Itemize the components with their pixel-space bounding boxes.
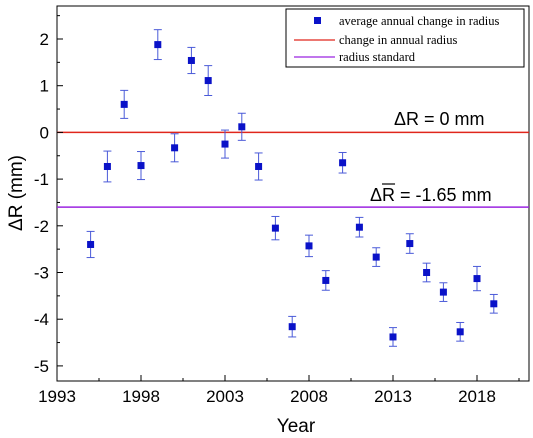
data-point	[423, 269, 431, 276]
x-tick-label: 2013	[374, 387, 412, 406]
svg-text:ΔR = 0 mm: ΔR = 0 mm	[394, 109, 485, 129]
y-tick-label: -3	[34, 264, 49, 283]
annotation-zero: ΔR = 0 mm	[394, 109, 485, 129]
data-point	[204, 77, 212, 85]
data-point	[187, 56, 195, 64]
data-point	[355, 223, 363, 231]
legend-marker-square	[314, 17, 321, 24]
annotation-zero-value: = 0 mm	[419, 109, 485, 129]
data-point	[87, 240, 95, 248]
y-tick-label: -4	[34, 310, 49, 329]
y-tick-label: -1	[34, 170, 49, 189]
data-point	[490, 300, 498, 308]
data-point	[255, 162, 263, 170]
x-tick-label: 1993	[38, 387, 76, 406]
y-tick-label: 1	[40, 77, 49, 96]
data-point	[406, 240, 414, 248]
annotation-mean-symbol: ΔR	[370, 185, 395, 205]
data-point	[305, 242, 313, 250]
x-tick-label: 2008	[290, 387, 328, 406]
x-tick-label: 1998	[122, 387, 160, 406]
annotation-mean: ΔR = -1.65 mm	[370, 183, 492, 205]
data-point	[339, 159, 347, 167]
y-tick-label: -5	[34, 357, 49, 376]
y-tick-label: 2	[40, 30, 49, 49]
y-axis-title: ΔR (mm)	[6, 155, 27, 231]
annotation-zero-symbol: ΔR	[394, 109, 419, 129]
annotation-mean-value: = -1.65 mm	[395, 185, 492, 205]
data-point	[120, 100, 128, 108]
legend-label-change: change in annual radius	[339, 33, 457, 47]
legend-label-average: average annual change in radius	[339, 14, 499, 28]
data-point	[221, 140, 229, 148]
data-point	[103, 162, 111, 170]
data-point	[271, 224, 279, 232]
x-axis-title: Year	[277, 416, 316, 437]
legend: average annual change in radius change i…	[285, 8, 525, 68]
data-point	[137, 162, 145, 170]
data-point	[456, 328, 464, 336]
data-point	[288, 323, 296, 331]
data-point	[473, 275, 481, 283]
data-point	[372, 253, 380, 261]
y-tick-label: -2	[34, 217, 49, 236]
plot-frame	[56, 5, 530, 382]
data-point	[322, 276, 330, 284]
y-tick-label: 0	[40, 123, 49, 142]
data-point	[389, 333, 397, 341]
x-tick-label: 2003	[206, 387, 244, 406]
legend-label-standard: radius standard	[339, 50, 416, 64]
data-point	[238, 123, 246, 131]
data-point	[154, 41, 162, 49]
data-point	[171, 144, 179, 152]
svg-text:ΔR = -1.65 mm: ΔR = -1.65 mm	[370, 185, 492, 205]
x-tick-label: 2018	[458, 387, 496, 406]
data-point	[439, 288, 447, 296]
